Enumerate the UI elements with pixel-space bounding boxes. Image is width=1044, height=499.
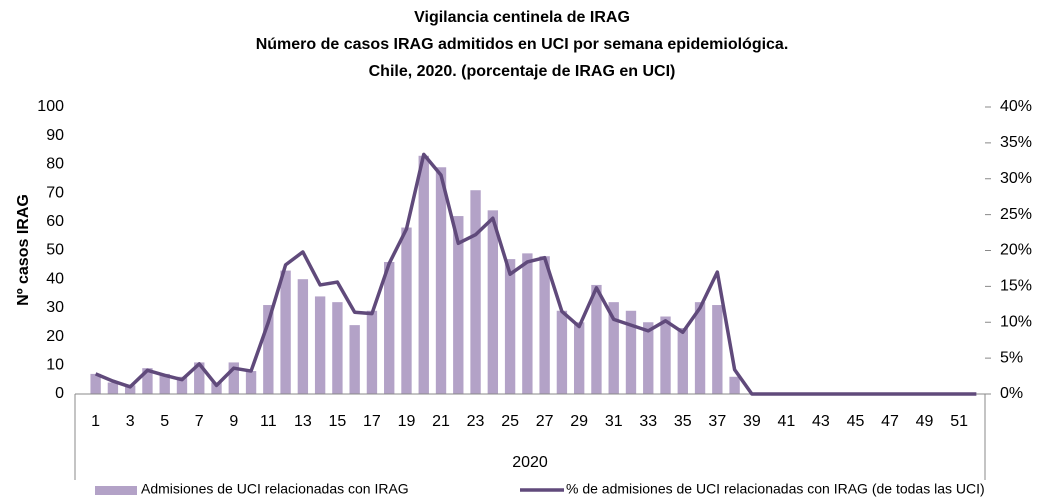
x-tick-label: 9	[229, 413, 238, 430]
x-tick-label: 3	[126, 413, 135, 430]
bar	[556, 310, 568, 394]
y-tick-label: 100	[37, 98, 64, 115]
bar	[694, 302, 706, 394]
bar	[729, 376, 740, 394]
bar	[297, 279, 309, 394]
y-tick-label: 50	[46, 242, 64, 259]
y2-tick-label: 25%	[1000, 206, 1032, 223]
y2-tick-label: 35%	[1000, 134, 1032, 151]
bar	[453, 216, 464, 394]
y-tick-label: 0	[55, 385, 64, 402]
y2-tick-label: 15%	[1000, 278, 1032, 295]
x-tick-label: 23	[467, 413, 485, 430]
bar	[435, 167, 447, 394]
bar	[124, 385, 136, 394]
bar	[643, 322, 654, 394]
y-tick-label: 90	[46, 127, 64, 144]
x-tick-label: 25	[501, 413, 519, 430]
bar	[401, 227, 412, 394]
x-tick-label: 17	[363, 413, 381, 430]
bar	[159, 373, 170, 394]
y2-tick-label: 40%	[1000, 98, 1032, 115]
x-tick-label: 37	[708, 413, 726, 430]
bar	[263, 305, 274, 394]
x-tick-label: 31	[605, 413, 623, 430]
y2-tick-label: 5%	[1000, 349, 1023, 366]
bar	[384, 261, 395, 394]
x-tick-label: 39	[743, 413, 761, 430]
x-tick-label: 43	[812, 413, 830, 430]
x-tick-label: 27	[536, 413, 554, 430]
bar	[194, 362, 205, 394]
x-tick-label: 51	[950, 413, 968, 430]
bar	[142, 368, 153, 394]
x-tick-label: 41	[778, 413, 796, 430]
x-tick-label: 35	[674, 413, 692, 430]
bar	[487, 210, 499, 394]
chart-title: Vigilancia centinela de IRAG	[414, 9, 630, 26]
x-tick-label: 7	[195, 413, 204, 430]
bar	[539, 256, 550, 394]
line	[94, 152, 977, 396]
x-tick-label: 19	[398, 413, 416, 430]
bar	[591, 284, 602, 394]
y-tick-label: 10	[46, 357, 64, 374]
bar	[332, 302, 343, 394]
legend-swatch	[95, 486, 137, 495]
x-tick-label: 45	[847, 413, 865, 430]
bar	[608, 302, 619, 394]
bar	[470, 190, 481, 394]
x-tick-label: 13	[294, 413, 312, 430]
x-tick-label: 5	[160, 413, 169, 430]
y-tick-label: 80	[46, 156, 64, 173]
y-tick-label: 20	[46, 328, 64, 345]
bar	[314, 296, 326, 394]
y2-tick-label: 0%	[1000, 385, 1023, 402]
bar	[228, 362, 239, 394]
bar	[176, 376, 188, 394]
legend-label: % de admisiones de UCI relacionadas con …	[566, 481, 985, 497]
bar	[107, 382, 119, 394]
y2-tick-label: 20%	[1000, 242, 1032, 259]
x-tick-label: 11	[260, 413, 277, 430]
chart-subtitle: Chile, 2020. (porcentaje de IRAG en UCI)	[369, 63, 676, 80]
bar	[418, 155, 429, 394]
y2-tick-label: 30%	[1000, 170, 1032, 187]
bar	[712, 305, 723, 394]
bar	[677, 327, 688, 394]
x-tick-label: 47	[881, 413, 899, 430]
x-tick-label: 21	[432, 413, 450, 430]
y-tick-label: 30	[46, 299, 64, 316]
x-tick-label: 33	[639, 413, 657, 430]
bar	[90, 373, 101, 394]
x-tick-label: 49	[916, 413, 934, 430]
x-tick-label: 15	[329, 413, 347, 430]
y-axis-title: Nº casos IRAG	[15, 194, 32, 306]
bar	[522, 253, 533, 394]
x-tick-label: 29	[570, 413, 588, 430]
x-tick-label: 1	[91, 413, 100, 430]
bar	[625, 310, 637, 394]
y2-tick-label: 10%	[1000, 313, 1032, 330]
bar	[573, 322, 585, 394]
y-tick-label: 60	[46, 213, 64, 230]
bar	[211, 382, 222, 394]
y-tick-label: 70	[46, 184, 64, 201]
legend-label: Admisiones de UCI relacionadas con IRAG	[141, 481, 409, 497]
x-axis-title: 2020	[512, 454, 548, 471]
bar	[245, 371, 257, 394]
bar	[349, 325, 360, 394]
bar	[366, 310, 378, 394]
y-tick-label: 40	[46, 270, 64, 287]
chart-subtitle: Número de casos IRAG admitidos en UCI po…	[256, 36, 789, 53]
bar	[660, 316, 671, 394]
bar	[280, 270, 291, 394]
bar	[504, 259, 516, 394]
